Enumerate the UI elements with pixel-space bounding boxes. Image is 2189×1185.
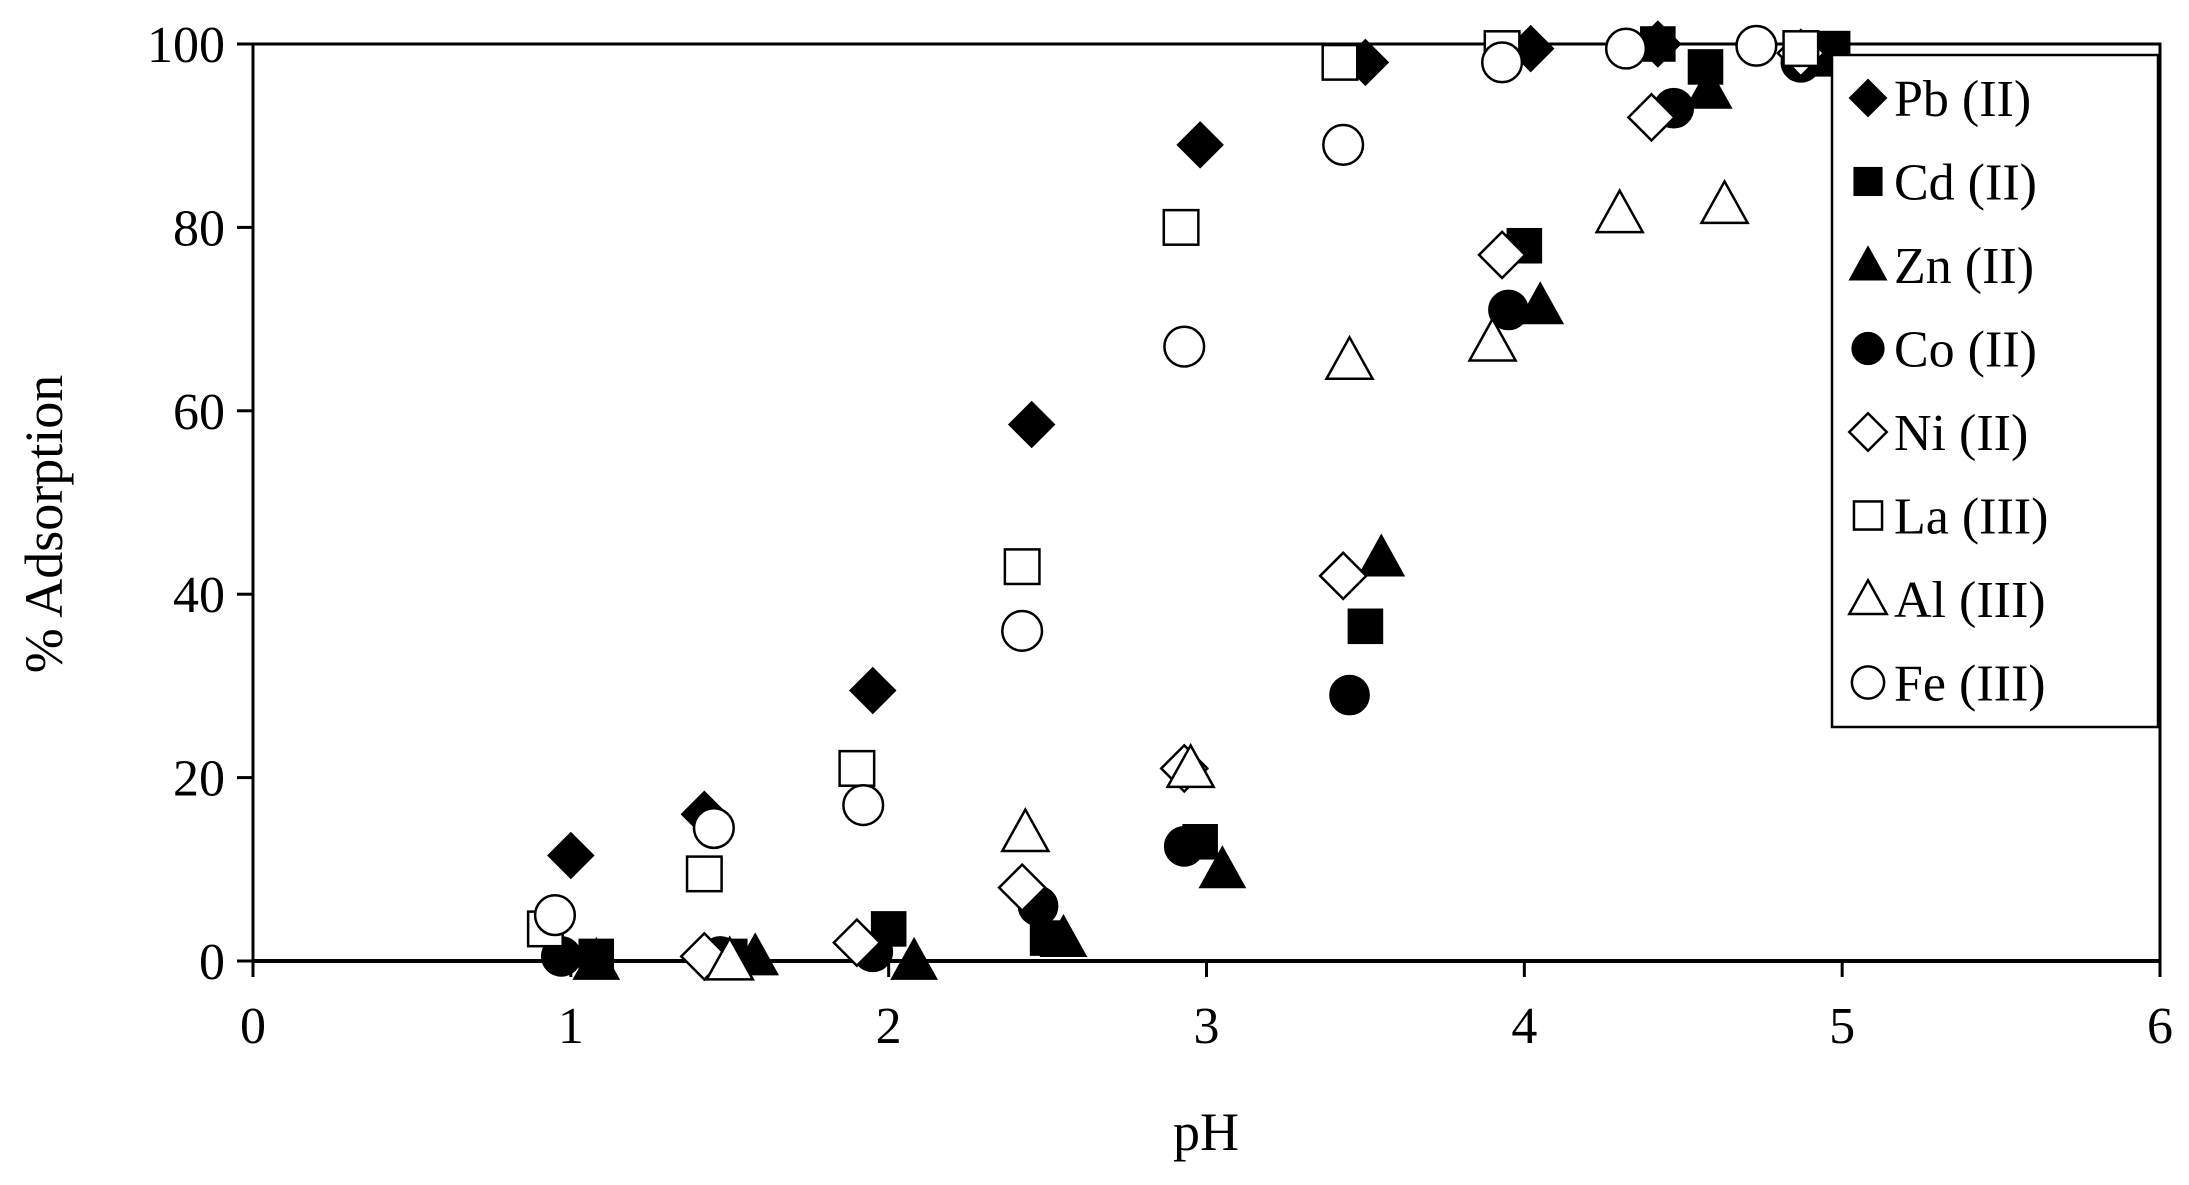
data-point-fe-iii bbox=[1604, 27, 1648, 70]
data-point-zn-ii bbox=[1039, 914, 1088, 958]
legend-label-co-ii: Co (II) bbox=[1894, 322, 2037, 379]
data-point-al-iii bbox=[1165, 742, 1216, 789]
data-point-la-iii bbox=[1003, 548, 1041, 586]
data-points-layer bbox=[526, 20, 1851, 982]
series-cd-ii bbox=[578, 26, 1851, 975]
data-point-pb-ii bbox=[1176, 121, 1224, 169]
data-point-la-iii bbox=[1321, 43, 1359, 81]
data-point-la-iii bbox=[1162, 208, 1200, 246]
legend-marker-ni-ii bbox=[1847, 411, 1889, 453]
data-point-pb-ii bbox=[1007, 400, 1056, 449]
series-fe-iii bbox=[533, 24, 1778, 937]
data-point-fe-iii bbox=[1480, 41, 1524, 84]
data-point-fe-iii bbox=[692, 806, 735, 850]
data-point-co-ii bbox=[1329, 674, 1370, 716]
legend: Pb (II) Cd (II) Zn (II) Co (II) Ni (II) La (I… bbox=[1830, 53, 2160, 729]
legend-marker-al-iii bbox=[1847, 577, 1889, 616]
legend-label-la-iii: La (III) bbox=[1894, 489, 2048, 546]
data-point-al-iii bbox=[1467, 316, 1518, 362]
series-al-iii bbox=[704, 178, 1750, 981]
y-tick-label: 80 bbox=[173, 200, 225, 257]
data-point-ni-ii bbox=[832, 917, 882, 968]
data-point-ni-ii bbox=[1477, 230, 1527, 280]
data-point-al-iii bbox=[1000, 807, 1051, 853]
legend-label-al-iii: Al (III) bbox=[1894, 572, 2046, 629]
y-axis-title: % Adsorption bbox=[14, 375, 74, 674]
data-point-al-iii bbox=[1594, 188, 1645, 234]
data-point-pb-ii bbox=[849, 666, 897, 715]
legend-label-pb-ii: Pb (II) bbox=[1894, 71, 2031, 128]
data-point-zn-ii bbox=[1198, 845, 1247, 889]
data-point-fe-iii bbox=[533, 894, 577, 937]
series-ni-ii bbox=[679, 28, 1826, 982]
data-point-cd-ii bbox=[1347, 608, 1384, 645]
data-point-fe-iii bbox=[842, 784, 885, 827]
x-tick-label: 2 bbox=[876, 998, 902, 1055]
data-point-al-iii bbox=[1324, 334, 1375, 381]
y-tick-label: 40 bbox=[173, 567, 225, 624]
legend-marker-zn-ii bbox=[1848, 245, 1888, 281]
data-point-al-iii bbox=[1699, 178, 1750, 225]
data-point-co-ii bbox=[1488, 289, 1529, 331]
data-point-fe-iii bbox=[1735, 24, 1778, 67]
x-tick-label: 0 bbox=[240, 998, 266, 1055]
legend-marker-la-iii bbox=[1852, 500, 1884, 531]
y-tick-label: 60 bbox=[173, 384, 225, 441]
data-point-la-iii bbox=[1782, 30, 1820, 68]
series-pb-ii bbox=[547, 20, 1682, 880]
series-co-ii bbox=[540, 42, 1822, 977]
data-point-zn-ii bbox=[1357, 533, 1406, 577]
x-axis-title: pH bbox=[1173, 1102, 1239, 1162]
data-point-pb-ii bbox=[547, 831, 595, 880]
data-point-fe-iii bbox=[1322, 123, 1365, 166]
data-point-zn-ii bbox=[1516, 281, 1565, 325]
legend-label-cd-ii: Cd (II) bbox=[1894, 155, 2037, 212]
y-tick-label: 0 bbox=[199, 934, 225, 991]
legend-marker-pb-ii bbox=[1848, 78, 1888, 118]
x-tick-label: 6 bbox=[2147, 998, 2173, 1055]
x-tick-label: 5 bbox=[1829, 998, 1855, 1055]
data-point-zn-ii bbox=[572, 936, 621, 980]
x-tick-label: 3 bbox=[1194, 998, 1220, 1055]
legend-marker-cd-ii bbox=[1853, 166, 1883, 197]
data-point-ni-ii bbox=[1318, 551, 1368, 601]
x-tick-label: 4 bbox=[1511, 998, 1537, 1055]
data-point-fe-iii bbox=[1001, 609, 1044, 652]
data-point-ni-ii bbox=[1626, 92, 1677, 143]
legend-label-zn-ii: Zn (II) bbox=[1894, 238, 2034, 295]
data-point-zn-ii bbox=[1684, 65, 1733, 109]
data-point-fe-iii bbox=[1163, 325, 1206, 368]
data-point-ni-ii bbox=[997, 862, 1047, 913]
data-point-la-iii bbox=[838, 749, 876, 787]
x-tick-label: 1 bbox=[558, 998, 584, 1055]
legend-label-fe-iii: Fe (III) bbox=[1894, 656, 2046, 713]
data-point-la-iii bbox=[685, 855, 723, 893]
legend-marker-fe-iii bbox=[1850, 665, 1886, 700]
legend-marker-co-ii bbox=[1851, 331, 1885, 366]
data-point-co-ii bbox=[1163, 826, 1205, 867]
data-point-zn-ii bbox=[890, 936, 938, 980]
legend-label-ni-ii: Ni (II) bbox=[1894, 405, 2028, 462]
y-tick-label: 100 bbox=[147, 17, 225, 74]
data-point-al-iii bbox=[704, 935, 755, 981]
y-tick-label: 20 bbox=[173, 751, 225, 808]
